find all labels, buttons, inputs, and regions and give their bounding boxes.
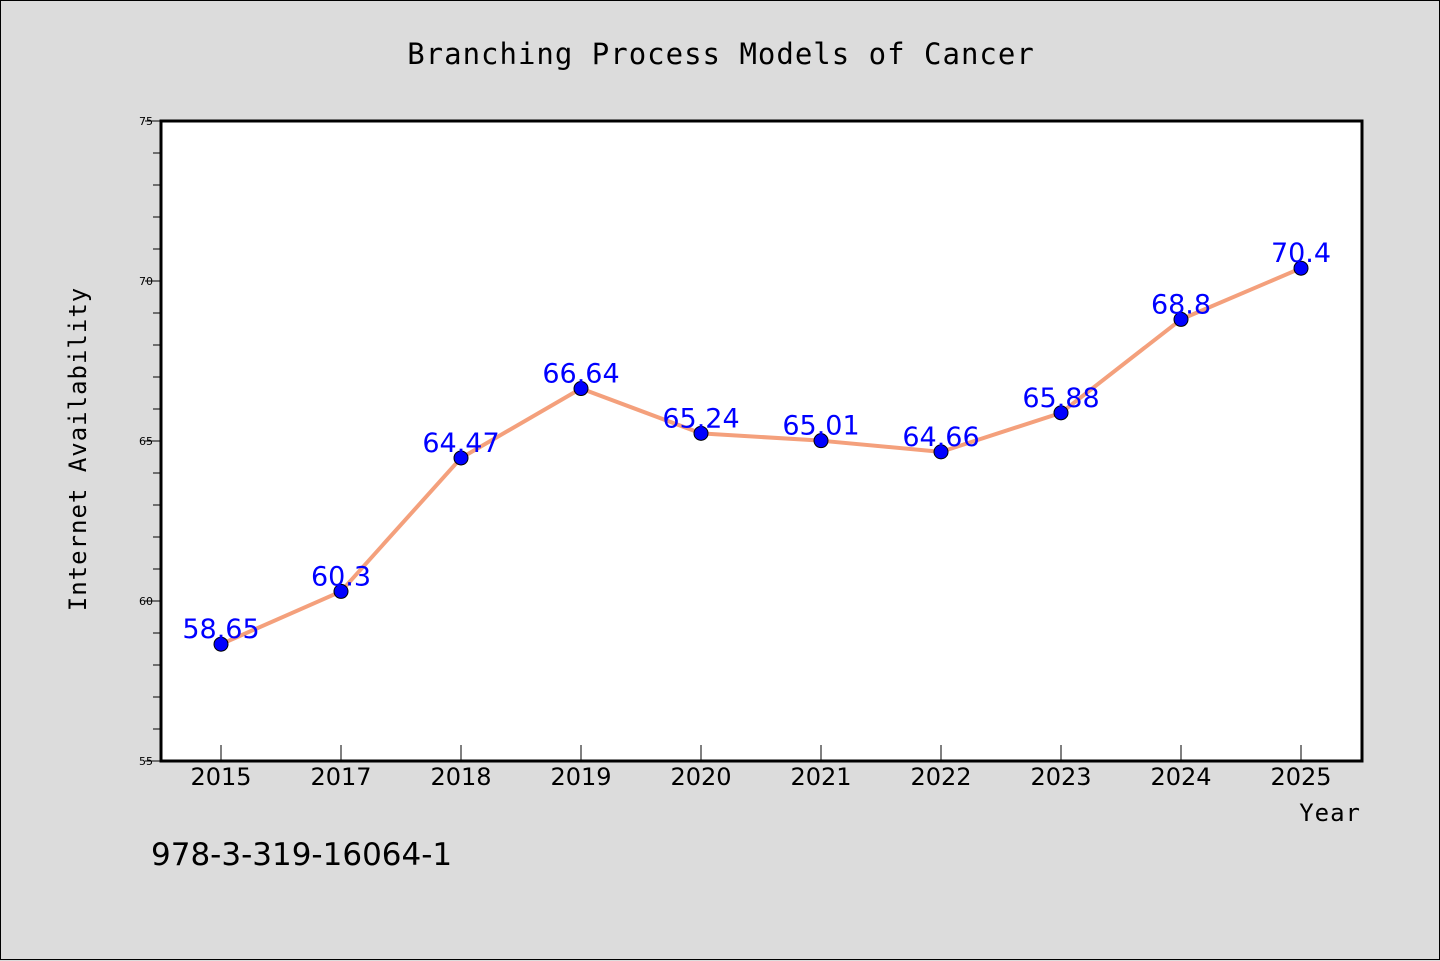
data-label: 65.24	[662, 403, 739, 434]
x-tick-label: 2020	[670, 763, 731, 791]
x-tick-label: 2025	[1270, 763, 1331, 791]
x-tick-label: 2024	[1150, 763, 1211, 791]
data-point	[1173, 311, 1189, 327]
data-label: 60.3	[311, 561, 371, 592]
y-tick-label: 55	[139, 755, 153, 768]
plot-area	[161, 121, 1362, 761]
data-label: 68.8	[1151, 289, 1211, 320]
data-point	[813, 433, 829, 449]
data-label: 65.88	[1022, 383, 1099, 414]
data-point	[573, 381, 589, 397]
y-tick-label: 70	[139, 275, 153, 288]
x-axis-label: Year	[1299, 799, 1361, 827]
y-tick-label: 60	[139, 595, 153, 608]
data-point	[333, 583, 349, 599]
y-tick-label: 75	[139, 115, 153, 128]
chart-title: Branching Process Models of Cancer	[407, 37, 1035, 71]
x-tick-label: 2022	[910, 763, 971, 791]
x-tick-label: 2018	[430, 763, 491, 791]
x-axis-ticks: 2015 2017 2018 2019 2020 2021 2022 2023 2024 2025	[190, 745, 1332, 791]
isbn-text: 978-3-319-16064-1	[151, 837, 452, 873]
data-point	[693, 425, 709, 441]
data-point	[453, 450, 469, 466]
x-tick-label: 2019	[550, 763, 611, 791]
data-label: 70.4	[1271, 238, 1331, 269]
y-tick-label: 65	[139, 435, 153, 448]
series-line	[220, 266, 1302, 647]
x-tick-label: 2023	[1030, 763, 1091, 791]
y-axis-label: Internet Availability	[64, 287, 92, 611]
y-axis-ticks: 55 60 65 70 75	[139, 115, 161, 768]
data-label: 58.65	[182, 614, 259, 645]
x-tick-label: 2021	[790, 763, 851, 791]
data-point	[213, 636, 229, 652]
data-label: 66.64	[542, 359, 619, 390]
x-tick-label: 2017	[310, 763, 371, 791]
data-label: 65.01	[782, 411, 859, 442]
x-tick-label: 2015	[190, 763, 251, 791]
plot-border	[159, 119, 1364, 763]
data-label: 64.66	[902, 422, 979, 453]
data-markers	[213, 260, 1309, 652]
data-point	[1053, 405, 1069, 421]
data-point	[933, 444, 949, 460]
data-labels: 58.65 60.3 64.47 66.64 65.24 65.01 64.66 65.88 6…	[182, 238, 1331, 645]
data-label: 64.47	[422, 428, 499, 459]
data-point	[1293, 260, 1309, 276]
